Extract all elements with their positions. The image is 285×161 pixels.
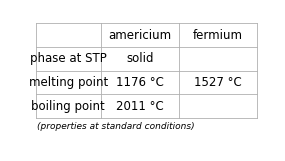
- Text: 1527 °C: 1527 °C: [194, 76, 242, 89]
- Text: melting point: melting point: [28, 76, 108, 89]
- Text: boiling point: boiling point: [31, 100, 105, 113]
- Text: 2011 °C: 2011 °C: [116, 100, 164, 113]
- Text: (properties at standard conditions): (properties at standard conditions): [37, 122, 194, 131]
- Text: americium: americium: [108, 29, 172, 42]
- Text: fermium: fermium: [193, 29, 243, 42]
- Text: solid: solid: [126, 52, 154, 66]
- Text: 1176 °C: 1176 °C: [116, 76, 164, 89]
- Text: phase at STP: phase at STP: [30, 52, 107, 66]
